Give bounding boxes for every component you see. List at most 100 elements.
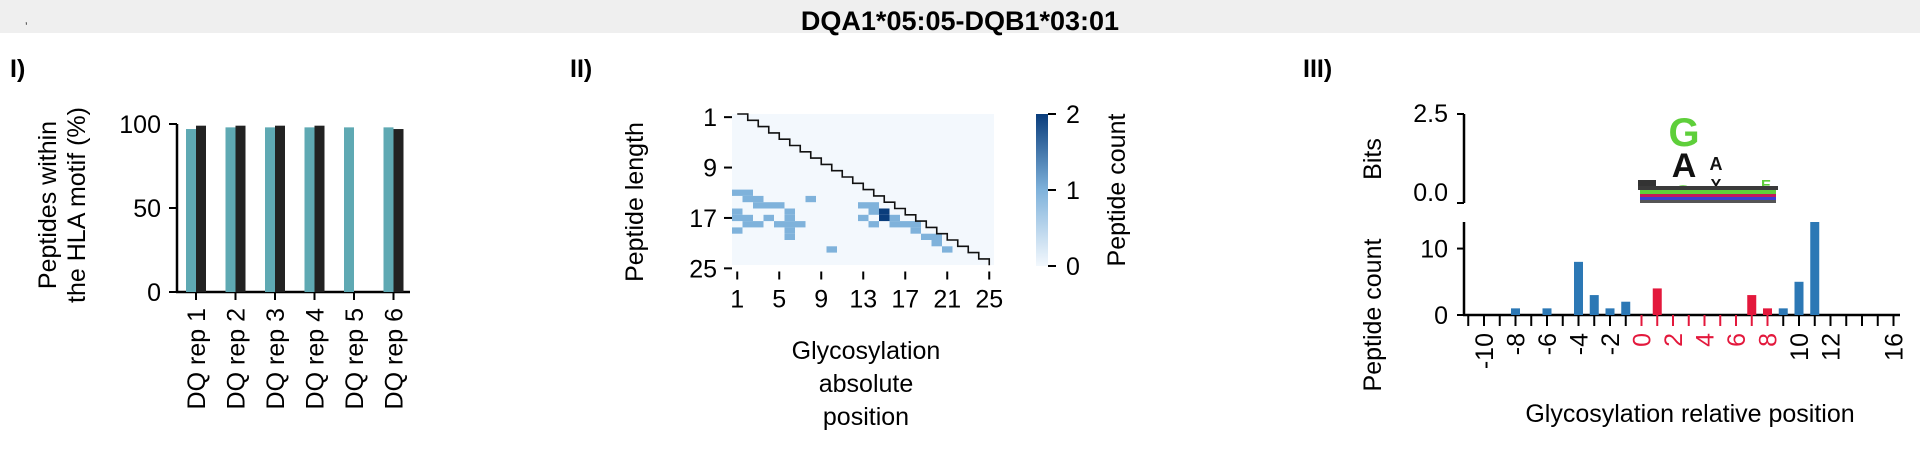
heatmap-cell xyxy=(858,202,869,209)
y-tick-label: 25 xyxy=(689,255,717,283)
heatmap-cell xyxy=(774,202,785,209)
heatmap-cell xyxy=(732,208,743,215)
x-tick-label: DQ rep 4 xyxy=(302,308,330,410)
panel-label: II) xyxy=(570,55,592,83)
corner-mark: ʼ xyxy=(25,20,28,34)
heatmap-cell xyxy=(868,221,879,228)
x-tick-label: 25 xyxy=(975,286,1003,314)
y-axis-label: Peptide count xyxy=(1359,239,1387,392)
heatmap-cell xyxy=(742,221,753,228)
x-tick-label: 21 xyxy=(933,286,961,314)
heatmap-cell xyxy=(868,208,879,215)
y-tick-label: 0 xyxy=(147,279,161,307)
heatmap-cell xyxy=(784,233,795,240)
y-tick-label: 1 xyxy=(703,104,717,132)
heatmap-cell xyxy=(753,221,764,228)
heatmap-cell xyxy=(826,246,837,253)
bars xyxy=(1511,222,1820,315)
x-tick-label: -10 xyxy=(1471,333,1499,369)
y-axis-label-line2: the HLA motif (%) xyxy=(63,107,91,303)
heatmap-cell xyxy=(784,227,795,234)
bar xyxy=(1605,308,1615,315)
panel-label: III) xyxy=(1303,55,1332,83)
heatmap-cell xyxy=(774,221,785,228)
diagonal-boundary xyxy=(737,113,991,266)
logo-ytick-label: 2.5 xyxy=(1413,100,1448,128)
bar-black xyxy=(393,129,404,292)
bar-teal xyxy=(265,127,275,292)
x-ticks: 1 5 9 13 17 21 25 xyxy=(730,271,1003,314)
heatmap-cell xyxy=(742,214,753,222)
x-tick-label: 0 xyxy=(1629,333,1657,347)
x-ticks: -10 -8 -6 -4 -2 0 2 4 6 8 10 12 16 xyxy=(1467,315,1909,369)
x-tick-label: 5 xyxy=(772,286,786,314)
x-axis-label-line3: position xyxy=(823,403,909,431)
heatmap-cell xyxy=(879,208,890,215)
logo-small-letter-stack xyxy=(1640,190,1776,194)
x-tick-label: 6 xyxy=(1723,333,1751,347)
heatmap-cell xyxy=(732,214,743,222)
bar-teal xyxy=(186,129,196,292)
panel-logo-bar-chart: III) Bits 2.5 0.0 G A S A Y E Peptide co… xyxy=(1303,55,1909,428)
y-ticks: 0 10 xyxy=(1420,236,1464,330)
heatmap-cell xyxy=(763,214,774,222)
logo-letter: E xyxy=(1761,177,1771,194)
heatmap-cell xyxy=(910,227,921,234)
bar-teal xyxy=(344,127,354,292)
logo-letter: G xyxy=(1668,111,1699,155)
heatmap-cell xyxy=(784,221,795,228)
heatmap-cell xyxy=(795,221,806,228)
heatmap-cell xyxy=(784,208,795,215)
logo-letter: Y xyxy=(1711,177,1722,194)
x-tick-label: DQ rep 1 xyxy=(183,308,211,409)
colorbar-tick-label: 2 xyxy=(1066,101,1080,129)
logo-small-letter-stack xyxy=(1638,186,1778,190)
x-tick-label: -6 xyxy=(1534,333,1562,355)
bar xyxy=(1589,295,1599,315)
heatmap-cell xyxy=(900,221,911,228)
heatmap-cell xyxy=(753,202,764,209)
heatmap-cell xyxy=(889,221,900,228)
bar xyxy=(1747,295,1757,315)
x-tick-label: 12 xyxy=(1818,333,1846,361)
y-tick-label: 9 xyxy=(703,155,717,183)
heatmap-cell xyxy=(910,221,921,228)
x-tick-label: -2 xyxy=(1597,333,1625,355)
bar xyxy=(1794,281,1804,315)
logo-y-axis-label: Bits xyxy=(1359,138,1387,180)
x-tick-label: 1 xyxy=(730,286,744,314)
x-tick-label: DQ rep 5 xyxy=(341,308,369,409)
title-bar: ʼ DQA1*05:05-DQB1*03:01 xyxy=(0,0,1920,36)
heatmap-cell xyxy=(889,214,900,222)
y-ticks: 0 50 100 xyxy=(119,111,177,307)
bar-teal xyxy=(304,127,315,292)
x-tick-labels: DQ rep 1 DQ rep 2 DQ rep 3 DQ rep 4 DQ rep 5… xyxy=(183,292,409,409)
y-axis-label: Peptide length xyxy=(621,122,649,282)
bar-black xyxy=(196,125,206,293)
x-tick-label: 2 xyxy=(1660,333,1688,347)
x-tick-label: 8 xyxy=(1755,333,1783,347)
bar xyxy=(1810,222,1820,315)
bar-black xyxy=(235,125,246,293)
logo-ytick-label: 0.0 xyxy=(1413,179,1448,207)
heatmap-cells xyxy=(732,189,953,253)
bar xyxy=(1763,308,1772,315)
heatmap-cell xyxy=(879,214,890,222)
y-tick-label: 10 xyxy=(1420,236,1448,264)
bar-teal xyxy=(383,127,394,292)
x-tick-label: -8 xyxy=(1503,333,1531,355)
colorbar-ticks: 0 1 2 xyxy=(1048,101,1080,281)
x-tick-label: 13 xyxy=(849,286,877,314)
heatmap-cell xyxy=(858,214,869,222)
heatmap-cell xyxy=(868,202,879,209)
logo-small-letter-stack xyxy=(1638,180,1656,186)
panel-bar-chart: I) Peptides within the HLA motif (%) 0 50… xyxy=(10,55,410,409)
bars xyxy=(186,125,404,293)
x-tick-label: 17 xyxy=(891,286,919,314)
logo-letter: A xyxy=(1710,154,1723,174)
figure-title: DQA1*05:05-DQB1*03:01 xyxy=(800,6,1120,36)
logo-small-letter-stack xyxy=(1640,194,1776,197)
heatmap-cell xyxy=(942,246,953,253)
heatmap-cell xyxy=(931,240,942,247)
